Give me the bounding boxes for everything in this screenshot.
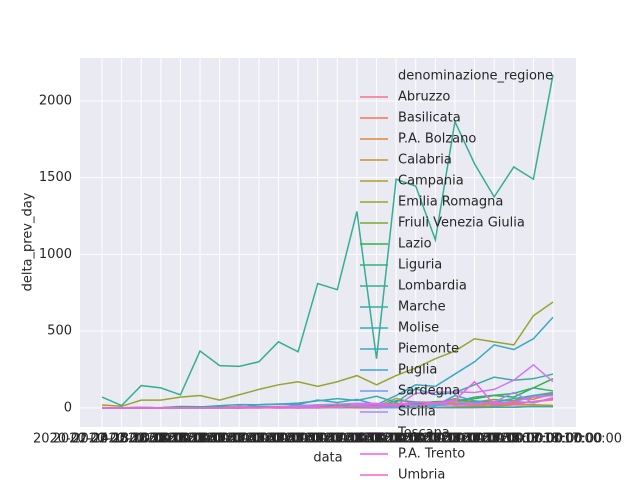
- y-tick-label: 2000: [39, 93, 72, 108]
- legend-label: Umbria: [398, 468, 445, 480]
- grid: [80, 58, 576, 427]
- legend-label: Emilia Romagna: [398, 195, 503, 210]
- series-line: [102, 398, 554, 409]
- x-tick-label: 2020-03-08 18:00:00: [288, 432, 426, 447]
- legend-label: P.A. Bolzano: [398, 132, 476, 147]
- legend-label: Abruzzo: [398, 90, 450, 105]
- x-tick-label: 2020-02-26 18:00:00: [72, 432, 210, 447]
- legend-label: Campania: [398, 174, 464, 189]
- x-tick-label: 2020-03-10 18:00:00: [327, 432, 465, 447]
- legend-label: Lazio: [398, 237, 432, 252]
- legend-label: Lombardia: [398, 279, 467, 294]
- x-tick-label: 2020-03-06 17:00:00: [249, 432, 387, 447]
- legend-label: Basilicata: [398, 111, 461, 126]
- legend-label: Liguria: [398, 258, 442, 273]
- x-tick-label: 2020-03-13 17:00:00: [386, 432, 524, 447]
- legend-label: Piemonte: [398, 342, 459, 357]
- x-tick-label: 2020-03-12 17:00:00: [366, 432, 504, 447]
- legend-title: denominazione_regione: [398, 69, 553, 84]
- legend-label: P.A. Trento: [398, 447, 465, 462]
- plot-area: [80, 58, 576, 427]
- x-tick-label: 2020-03-03 17:00:00: [190, 432, 328, 447]
- legend-label: Sardegna: [398, 384, 460, 399]
- x-tick-label: 2020-02-25 18:00:00: [53, 432, 191, 447]
- legend: denominazione_regione Abruzzo Basilicata P…: [360, 69, 553, 480]
- legend-label: Marche: [398, 300, 446, 315]
- x-tick-label: 2020-03-18 17:00:00: [484, 432, 622, 447]
- legend-label: Friuli Venezia Giulia: [398, 216, 525, 231]
- y-tick-label: 500: [47, 324, 72, 339]
- y-tick-label: 0: [64, 400, 72, 415]
- x-tick-label: 2020-03-17 17:00:00: [464, 432, 602, 447]
- y-tick-label: 1500: [39, 170, 72, 185]
- series-line: [101, 301, 554, 408]
- x-tick-label: 2020-03-04 17:00:00: [209, 432, 347, 447]
- x-tick-label: 2020-03-09 18:00:00: [307, 432, 445, 447]
- legend-label: Sicilia: [398, 405, 436, 420]
- x-axis-label: data: [313, 451, 342, 466]
- x-tick-label: 2020-03-01 17:00:00: [151, 432, 289, 447]
- x-tick-label: 2020-03-15 17:00:00: [425, 432, 563, 447]
- x-tick-label: 2020-03-16 17:00:00: [445, 432, 583, 447]
- x-tick-label: 2020-03-07 18:00:00: [268, 432, 406, 447]
- y-tick-label: 1000: [39, 247, 72, 262]
- x-tick-label: 2020-03-11 17:00:00: [347, 432, 485, 447]
- legend-label: Molise: [398, 321, 439, 336]
- x-tick-label: 2020-02-29 17:00:00: [131, 432, 269, 447]
- x-tick-label: 2020-02-27 18:00:00: [92, 432, 230, 447]
- x-tick-label: 2020-02-24 18:00:00: [33, 432, 171, 447]
- legend-label: Calabria: [398, 153, 452, 168]
- x-tick-label: 2020-03-05 17:00:00: [229, 432, 367, 447]
- series-line: [101, 74, 554, 407]
- legend-label: Toscana: [397, 426, 450, 441]
- lines: [101, 74, 554, 409]
- legend-label: Puglia: [398, 363, 437, 378]
- x-tick-label: 2020-03-02 17:00:00: [170, 432, 308, 447]
- y-axis-label: delta_prev_day: [21, 192, 36, 291]
- x-tick-label: 2020-03-14 17:00:00: [406, 432, 544, 447]
- x-tick-label: 2020-02-28 18:00:00: [111, 432, 249, 447]
